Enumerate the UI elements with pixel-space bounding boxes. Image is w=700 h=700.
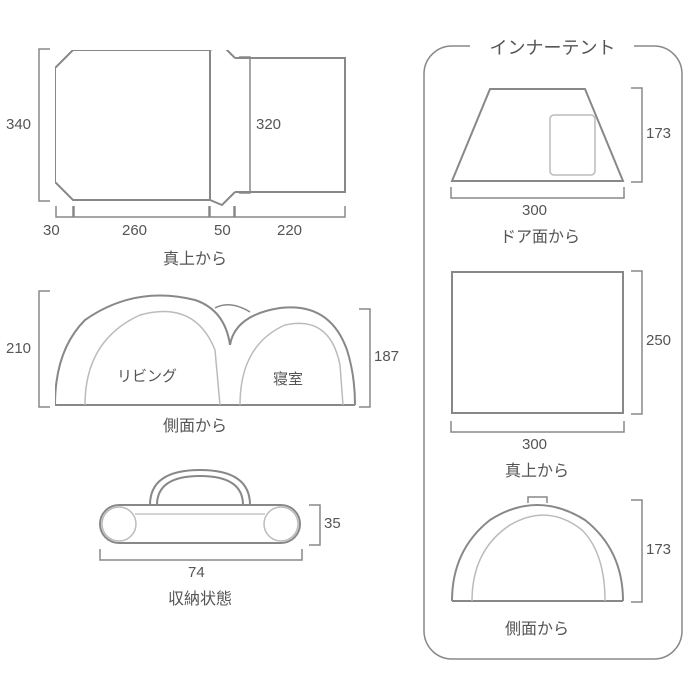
dim-bracket (630, 87, 644, 183)
dim-187: 187 (374, 348, 399, 365)
inner-tent-title: インナーテント (470, 34, 635, 60)
inner-top-caption: 真上から (497, 457, 577, 481)
dim-bracket (630, 270, 644, 415)
side-view-caption: 側面から (155, 412, 235, 436)
dim-bracket (450, 186, 625, 200)
dim-bracket (38, 48, 52, 202)
room-living: リビング (117, 365, 177, 386)
dim-bracket (358, 308, 372, 408)
dim-bracket (99, 548, 303, 562)
room-bed: 寝室 (273, 368, 303, 389)
dim-50: 50 (214, 222, 231, 239)
dim-173-door: 173 (646, 125, 671, 142)
dim-bracket-bottom (55, 205, 355, 219)
dim-173-side: 173 (646, 541, 671, 558)
dim-300-top: 300 (522, 436, 547, 453)
dim-210: 210 (6, 340, 31, 357)
inner-door-caption: ドア面から (490, 223, 590, 247)
top-view-diagram (55, 50, 365, 230)
inner-door-diagram (450, 85, 625, 185)
dim-30: 30 (43, 222, 60, 239)
dim-35: 35 (324, 515, 341, 532)
dim-300-door: 300 (522, 202, 547, 219)
dim-bracket (308, 504, 322, 546)
dim-260: 260 (122, 222, 147, 239)
side-view-diagram (55, 290, 365, 410)
dim-220: 220 (277, 222, 302, 239)
dim-bracket (630, 499, 644, 603)
inner-side-caption: 側面から (497, 615, 577, 639)
dim-bracket (238, 56, 252, 194)
inner-top-diagram (450, 270, 625, 415)
dim-bracket (450, 420, 625, 434)
dim-320: 320 (256, 116, 281, 133)
top-view-caption: 真上から (155, 245, 235, 269)
dim-250: 250 (646, 332, 671, 349)
storage-caption: 収納状態 (160, 585, 240, 609)
storage-diagram (95, 460, 315, 555)
dim-74: 74 (188, 564, 205, 581)
dim-bracket (38, 290, 52, 408)
dim-340: 340 (6, 116, 31, 133)
inner-side-diagram (450, 495, 625, 605)
